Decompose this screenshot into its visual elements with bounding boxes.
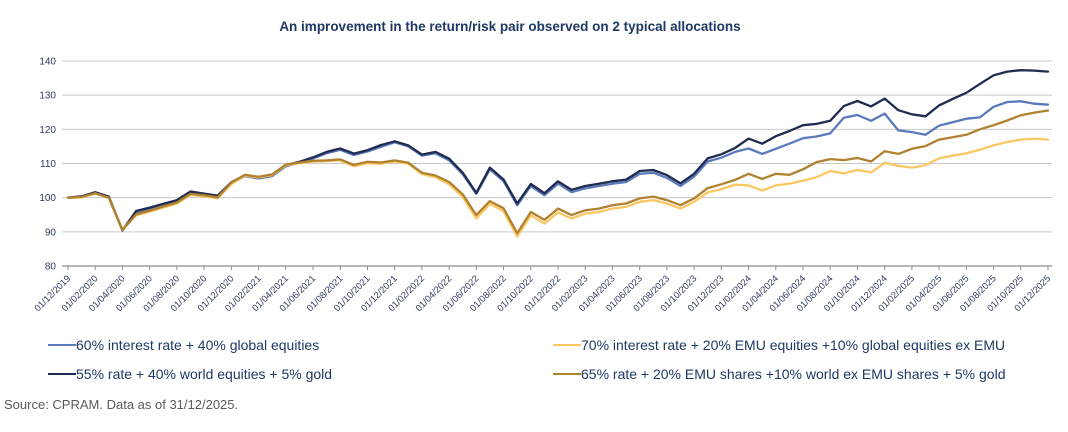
series-line-navy <box>66 69 1050 232</box>
y-axis-label: 80 <box>45 262 57 273</box>
y-axis-label: 100 <box>39 193 56 204</box>
legend-item-label: 55% rate + 40% world equities + 5% gold <box>76 366 333 382</box>
y-axis-label: 120 <box>39 125 56 136</box>
y-axis-label: 90 <box>45 227 57 238</box>
plot-area: 809010011012013014001/12/201901/02/20200… <box>32 57 1052 314</box>
gold-line-marker-icon <box>553 372 581 376</box>
line-chart: 80 90 100 110 120 130 140 01/12/2019 01/02/2020 0… <box>32 57 1052 314</box>
chart-legend: 60% interest rate + 40% global equities … <box>48 337 1060 382</box>
chart-title: An improvement in the return/risk pair o… <box>279 19 741 34</box>
y-axis-label: 110 <box>40 159 56 170</box>
legend-item-65-20-10-5: 65% rate + 20% EMU shares +10% world ex … <box>553 366 1060 382</box>
legend-item-label: 60% interest rate + 40% global equities <box>76 337 320 353</box>
y-axis-label: 140 <box>39 57 56 68</box>
yellow-line-marker-icon <box>553 343 581 347</box>
series-line-gold <box>66 109 1050 235</box>
source-note: Source: CPRAM. Data as of 31/12/2025. <box>4 397 239 412</box>
legend-item-70-20-10: 70% interest rate + 20% EMU equities +10… <box>553 337 1060 353</box>
legend-item-60-40: 60% interest rate + 40% global equities <box>48 337 553 353</box>
navy-line-marker-icon <box>48 372 76 376</box>
legend-item-label: 65% rate + 20% EMU shares +10% world ex … <box>581 366 1006 382</box>
legend-item-label: 70% interest rate + 20% EMU equities +10… <box>581 337 1006 353</box>
legend-item-55-40-5: 55% rate + 40% world equities + 5% gold <box>48 366 553 382</box>
y-axis-label: 130 <box>39 91 56 102</box>
blue-line-marker-icon <box>48 343 76 347</box>
